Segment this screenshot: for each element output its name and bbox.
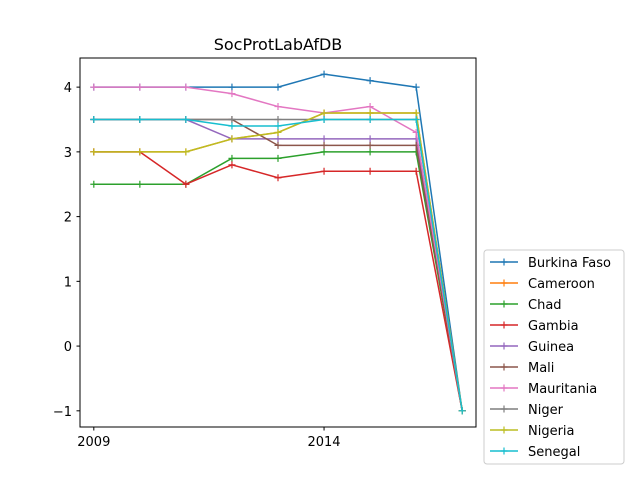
data-point xyxy=(182,148,190,156)
data-point xyxy=(366,77,374,85)
series-senegal xyxy=(90,116,466,415)
y-tick-label: 0 xyxy=(64,340,72,355)
data-point xyxy=(366,148,374,156)
legend-label: Niger xyxy=(528,403,564,418)
data-point xyxy=(366,109,374,117)
data-point xyxy=(274,103,282,111)
axes-frame xyxy=(79,57,477,428)
data-point xyxy=(136,116,144,123)
y-tick-label: −1 xyxy=(53,405,72,420)
legend-marker xyxy=(500,384,508,392)
legend-item: Burkina Faso xyxy=(490,256,611,271)
data-point xyxy=(274,174,282,182)
legend-label: Cameroon xyxy=(528,277,595,292)
data-point xyxy=(136,148,144,156)
legend-item: Senegal xyxy=(490,445,580,460)
data-point xyxy=(412,116,420,123)
data-point xyxy=(320,135,328,143)
data-point xyxy=(412,109,420,117)
legend-label: Burkina Faso xyxy=(528,256,611,271)
legend-marker xyxy=(500,279,508,287)
data-point xyxy=(320,148,328,156)
legend-item: Nigeria xyxy=(490,424,575,439)
x-tick-label: 2009 xyxy=(77,435,110,450)
data-point xyxy=(412,167,420,175)
data-point xyxy=(182,180,190,188)
data-point xyxy=(228,116,236,123)
legend-item: Mali xyxy=(490,361,554,376)
data-point xyxy=(274,122,282,130)
y-tick-label: 3 xyxy=(64,146,72,161)
data-point xyxy=(366,103,374,111)
data-point xyxy=(90,180,98,188)
data-point xyxy=(274,141,282,149)
legend-item: Guinea xyxy=(490,340,574,355)
data-point xyxy=(136,180,144,188)
series-mauritania xyxy=(90,83,466,415)
legend-marker xyxy=(500,342,508,350)
data-point xyxy=(320,70,328,78)
legend-label: Chad xyxy=(528,298,562,313)
data-point xyxy=(136,83,144,91)
legend-item: Mauritania xyxy=(490,382,597,397)
legend-item: Niger xyxy=(490,403,564,418)
legend-label: Gambia xyxy=(528,319,579,334)
data-point xyxy=(90,116,98,123)
legend-label: Mali xyxy=(528,361,554,376)
y-tick-label: 4 xyxy=(64,81,72,96)
data-point xyxy=(182,116,190,123)
data-point xyxy=(90,148,98,156)
legend: Burkina Faso Cameroon Chad Gambia Guinea Mali… xyxy=(483,249,625,465)
legend-marker xyxy=(500,363,508,371)
data-point xyxy=(228,154,236,162)
data-point xyxy=(228,161,236,169)
legend-marker xyxy=(500,300,508,308)
data-point xyxy=(366,135,374,143)
data-point xyxy=(320,167,328,175)
data-point xyxy=(274,135,282,143)
legend-label: Mauritania xyxy=(528,382,597,397)
data-point xyxy=(274,128,282,136)
data-point xyxy=(274,154,282,162)
data-point xyxy=(274,83,282,91)
legend-item: Gambia xyxy=(490,319,579,334)
data-point xyxy=(320,141,328,149)
legend-item: Chad xyxy=(490,298,562,313)
data-point xyxy=(182,83,190,91)
legend-label: Senegal xyxy=(528,445,580,460)
data-point xyxy=(228,135,236,143)
legend-box xyxy=(483,249,625,465)
data-point xyxy=(458,407,466,415)
data-point xyxy=(228,90,236,98)
series-nigeria xyxy=(90,109,466,415)
data-point xyxy=(90,83,98,91)
data-point xyxy=(320,116,328,123)
legend-marker xyxy=(500,321,508,329)
legend-marker xyxy=(500,426,508,434)
plot-area: −1 0 1 2 3 4 2009 2014 xyxy=(53,57,477,450)
legend-marker xyxy=(500,447,508,455)
legend-marker xyxy=(500,258,508,266)
legend-label: Nigeria xyxy=(528,424,575,439)
data-point xyxy=(366,167,374,175)
data-point xyxy=(320,109,328,117)
data-point xyxy=(228,122,236,130)
data-point xyxy=(274,116,282,123)
legend-label: Guinea xyxy=(528,340,574,355)
legend-item: Cameroon xyxy=(490,277,595,292)
data-point xyxy=(412,83,420,91)
x-tick-label: 2014 xyxy=(307,435,340,450)
y-tick-label: 1 xyxy=(64,275,72,290)
legend-marker xyxy=(500,405,508,413)
y-tick-label: 2 xyxy=(64,211,72,226)
chart-title: SocProtLabAfDB xyxy=(214,35,343,54)
data-point xyxy=(366,116,374,123)
data-point xyxy=(228,83,236,91)
data-point xyxy=(366,141,374,149)
